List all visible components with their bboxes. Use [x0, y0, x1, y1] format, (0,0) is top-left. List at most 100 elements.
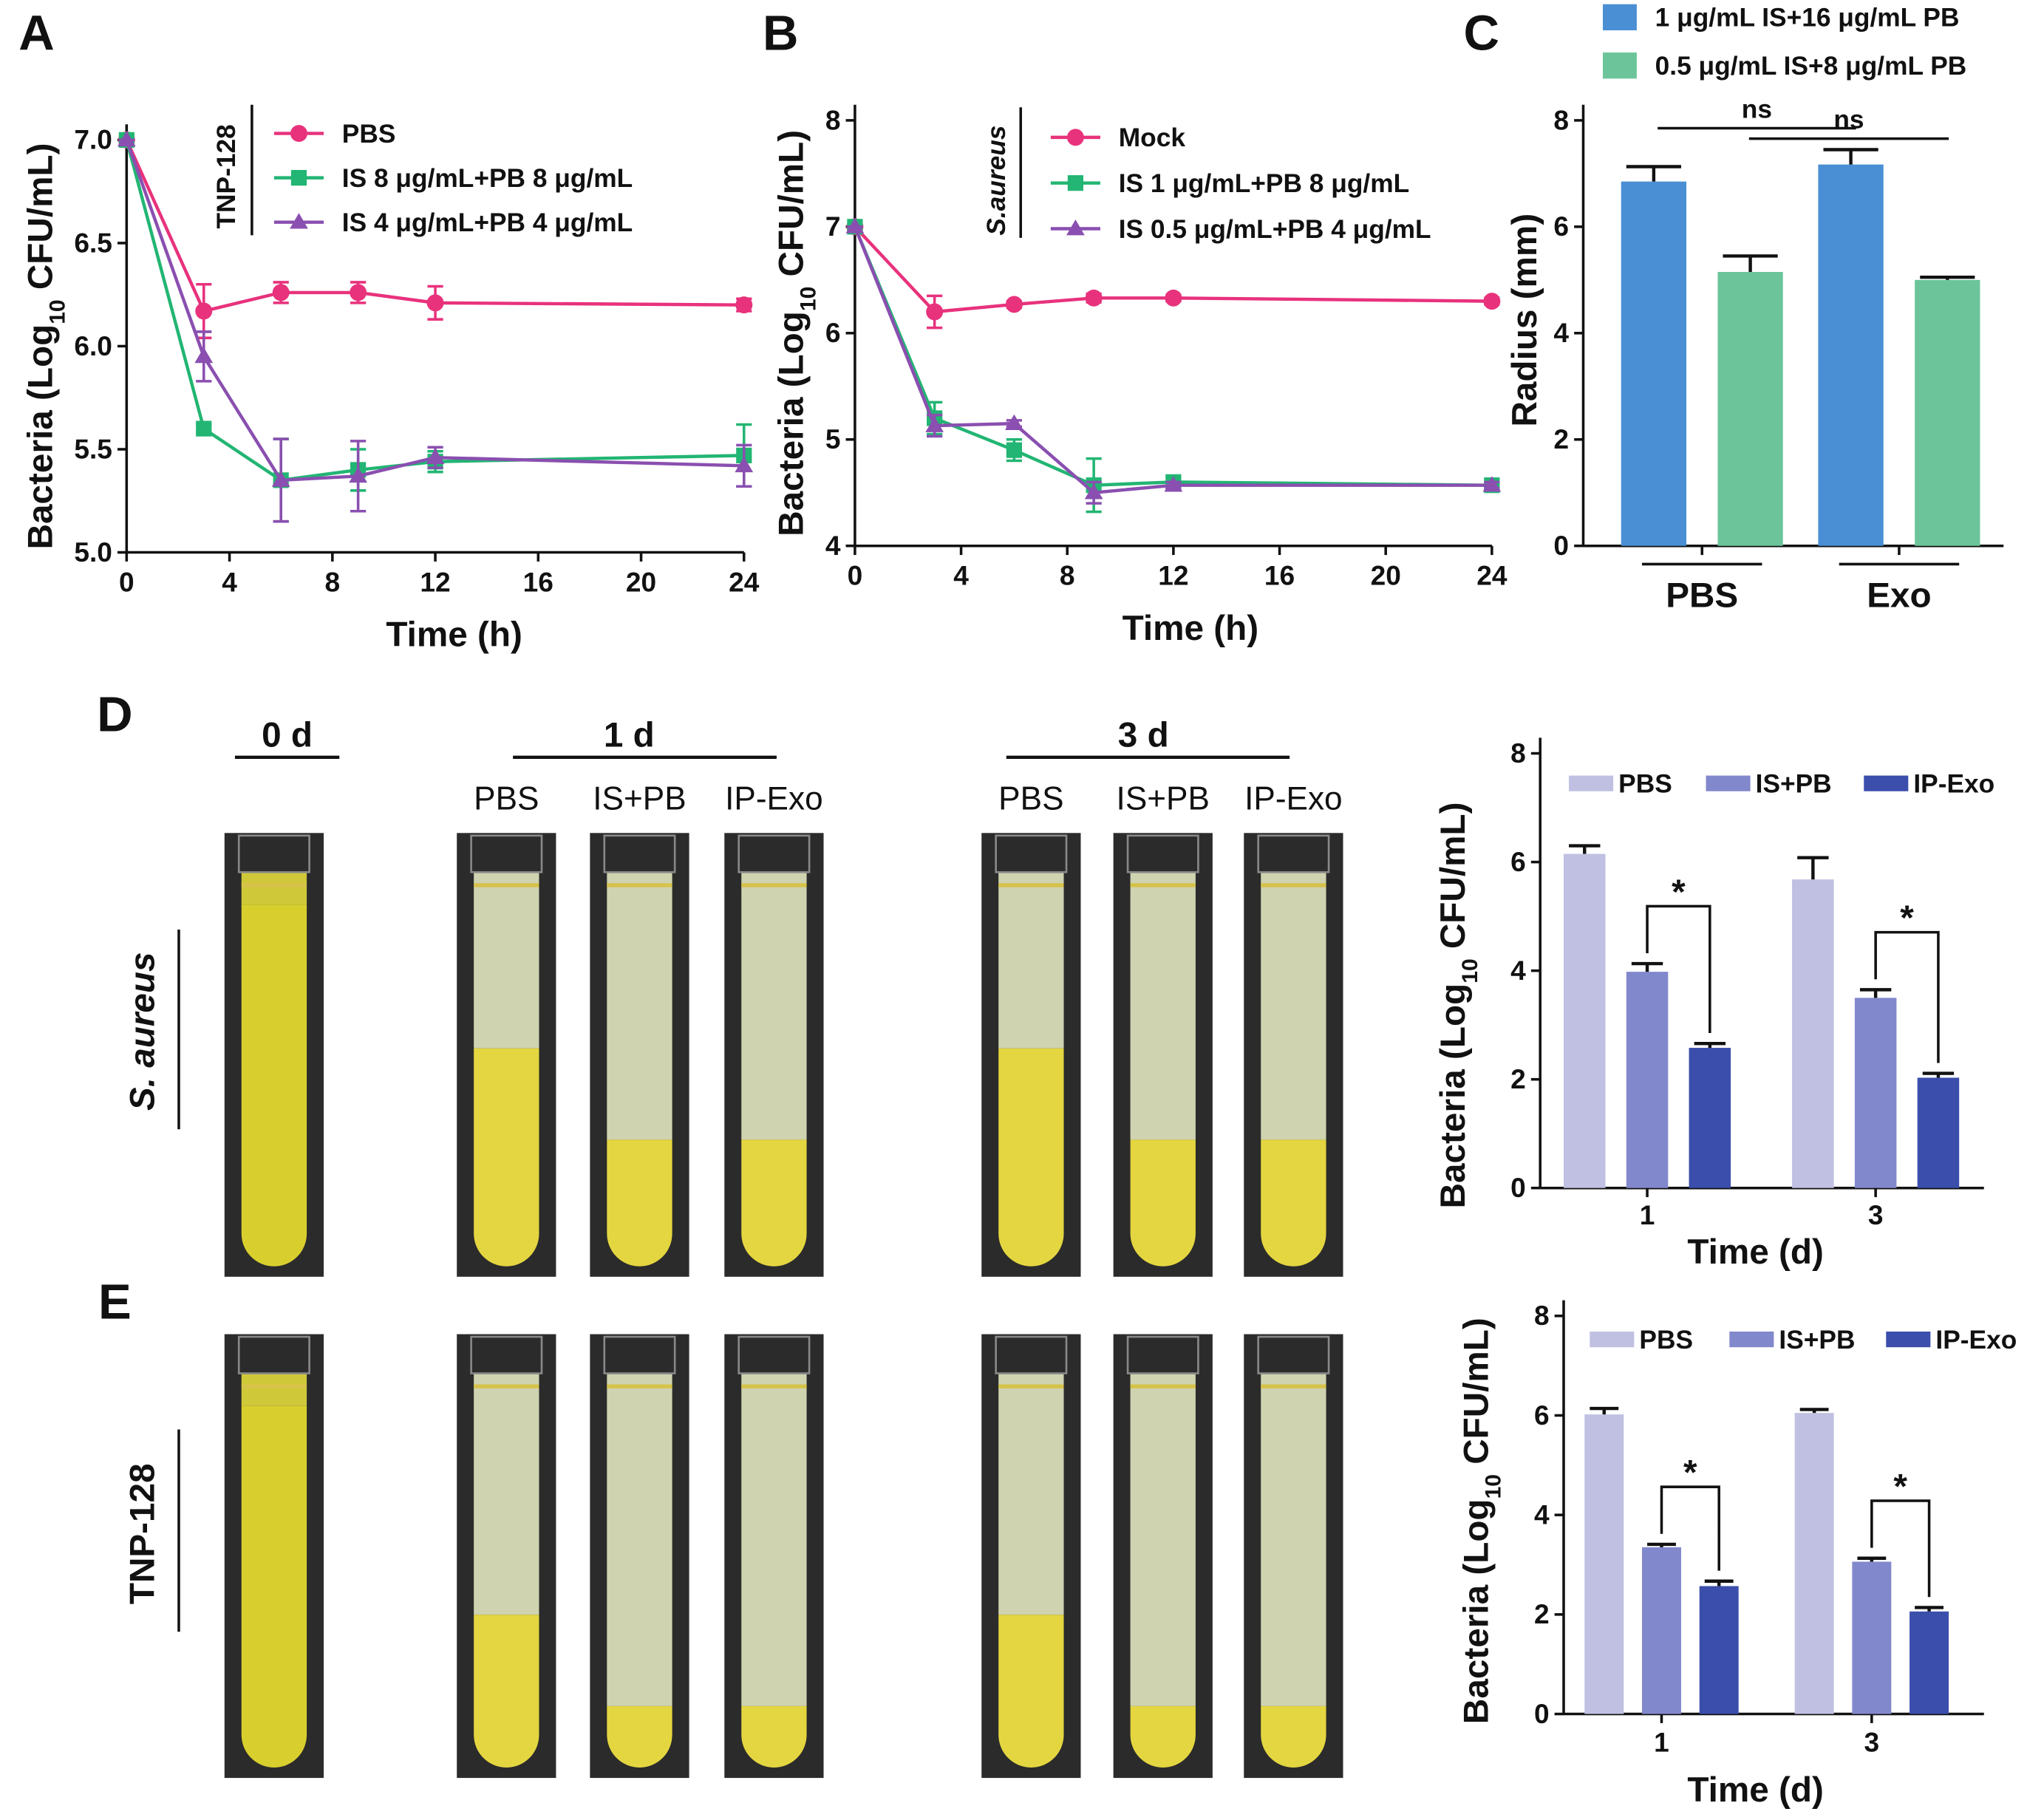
tube-bottom [474, 1048, 539, 1267]
y-tick-label: 7.0 [74, 124, 112, 155]
tube-bottom [998, 1048, 1064, 1267]
marker [1006, 442, 1022, 458]
row-label: TNP-128 [123, 1463, 162, 1604]
bar [1699, 1586, 1739, 1714]
timepoint-label: 0 d [262, 716, 313, 755]
marker [1482, 476, 1502, 492]
significance-bracket [1646, 904, 1711, 1034]
legend-swatch [1706, 775, 1751, 791]
y-tick-label: 8 [1534, 1300, 1550, 1331]
marker [290, 170, 307, 186]
error-bar [1647, 1542, 1676, 1547]
axis-label: Bacteria (Log10 CFU/mL) [1434, 802, 1482, 1208]
marker [1085, 289, 1103, 307]
axis-label-part: 10 [796, 287, 820, 311]
tube-top [1261, 872, 1326, 1140]
axis-label-part: 10 [1457, 958, 1482, 983]
panel-letter: C [1463, 6, 1499, 61]
row-label: S. aureus [123, 952, 162, 1111]
series-line [125, 139, 744, 313]
marker [272, 284, 290, 301]
marker [117, 131, 136, 147]
error-bar [1857, 1556, 1887, 1562]
x-tick-label: 24 [1476, 560, 1508, 591]
x-tick-label: 20 [1371, 560, 1401, 591]
y-tick-label: 6.5 [74, 227, 112, 258]
y-tick-label: 6 [1510, 846, 1526, 877]
series-line [125, 139, 744, 483]
x-tick-label: 3 [1868, 1199, 1884, 1230]
legend-label: Mock [1119, 123, 1186, 152]
bar [1792, 879, 1834, 1188]
legend-label: IP-Exo [1913, 770, 1994, 799]
axis-label: Time (d) [1687, 1233, 1824, 1272]
tube-bottom [1261, 1139, 1326, 1267]
marker [426, 448, 445, 464]
bar [1564, 853, 1606, 1188]
marker [290, 213, 308, 229]
bar [1794, 1413, 1834, 1714]
y-tick-label: 4 [1534, 1499, 1550, 1530]
legend-label: IS 4 μg/mL+PB 4 μg/mL [342, 208, 633, 237]
bar [1852, 1561, 1892, 1714]
tube-top [998, 1373, 1064, 1615]
marker [925, 416, 944, 432]
tube-rim [995, 834, 1068, 873]
significance-label: * [1900, 899, 1914, 938]
tube-rim [1257, 1335, 1330, 1374]
marker [1066, 219, 1085, 236]
y-tick-label: 0 [1534, 1698, 1550, 1729]
legend-label: PBS [1639, 1326, 1693, 1354]
series-line [853, 226, 1492, 495]
panel-letter: A [18, 6, 54, 61]
marker [1164, 476, 1183, 492]
tube-top [607, 872, 672, 1140]
x-tick-label: 20 [626, 567, 656, 598]
error-bar [1704, 1579, 1734, 1586]
axis-label: Bacteria (Log10 CFU/mL) [1457, 1318, 1506, 1724]
group-label: PBS [998, 780, 1063, 817]
tube-rim [737, 1335, 811, 1374]
legend-label: IS 8 μg/mL+PB 8 μg/mL [342, 164, 633, 193]
series-line [853, 226, 1492, 487]
legend-label: 1 μg/mL IS+16 μg/mL PB [1655, 4, 1960, 33]
group-label: IP-Exo [725, 780, 822, 817]
x-tick-label: Exo [1867, 576, 1931, 616]
tube-bottom [741, 1139, 807, 1267]
legend-label: IS+PB [1779, 1326, 1855, 1354]
tube-rim [470, 834, 543, 873]
x-tick-label: 1 [1640, 1199, 1655, 1230]
marker [290, 125, 307, 143]
marker [349, 466, 367, 483]
y-tick-label: 6 [1553, 211, 1569, 242]
tube-bottom [741, 1705, 807, 1768]
axis-label-part: Bacteria (Log [771, 311, 811, 536]
series-line [854, 225, 1492, 314]
error-bar [1922, 1071, 1955, 1078]
bar [1584, 1414, 1624, 1714]
x-tick-label: 12 [420, 567, 450, 598]
marker [195, 302, 213, 320]
timepoint-label: 3 d [1118, 716, 1169, 755]
error-bar [1590, 1406, 1619, 1415]
tube-rim [237, 1335, 310, 1374]
axis-label-part: CFU/mL) [21, 143, 61, 300]
tube-top [241, 1373, 307, 1406]
tube-rim [1126, 1335, 1199, 1374]
tube-top [998, 872, 1064, 1049]
tube-bottom [607, 1139, 672, 1267]
legend-label: IP-Exo [1935, 1326, 2017, 1354]
y-tick-label: 4 [1553, 317, 1569, 348]
significance-label: * [1893, 1468, 1907, 1507]
marker [1066, 129, 1084, 146]
bar [1917, 1077, 1960, 1188]
x-tick-label: 3 [1864, 1727, 1880, 1758]
legend-swatch [1729, 1332, 1774, 1348]
tube-rim [1126, 834, 1199, 873]
x-tick-label: 16 [1264, 560, 1295, 591]
tube-rim [237, 834, 310, 873]
y-tick-label: 4 [1510, 955, 1526, 986]
bar [1641, 1547, 1681, 1714]
